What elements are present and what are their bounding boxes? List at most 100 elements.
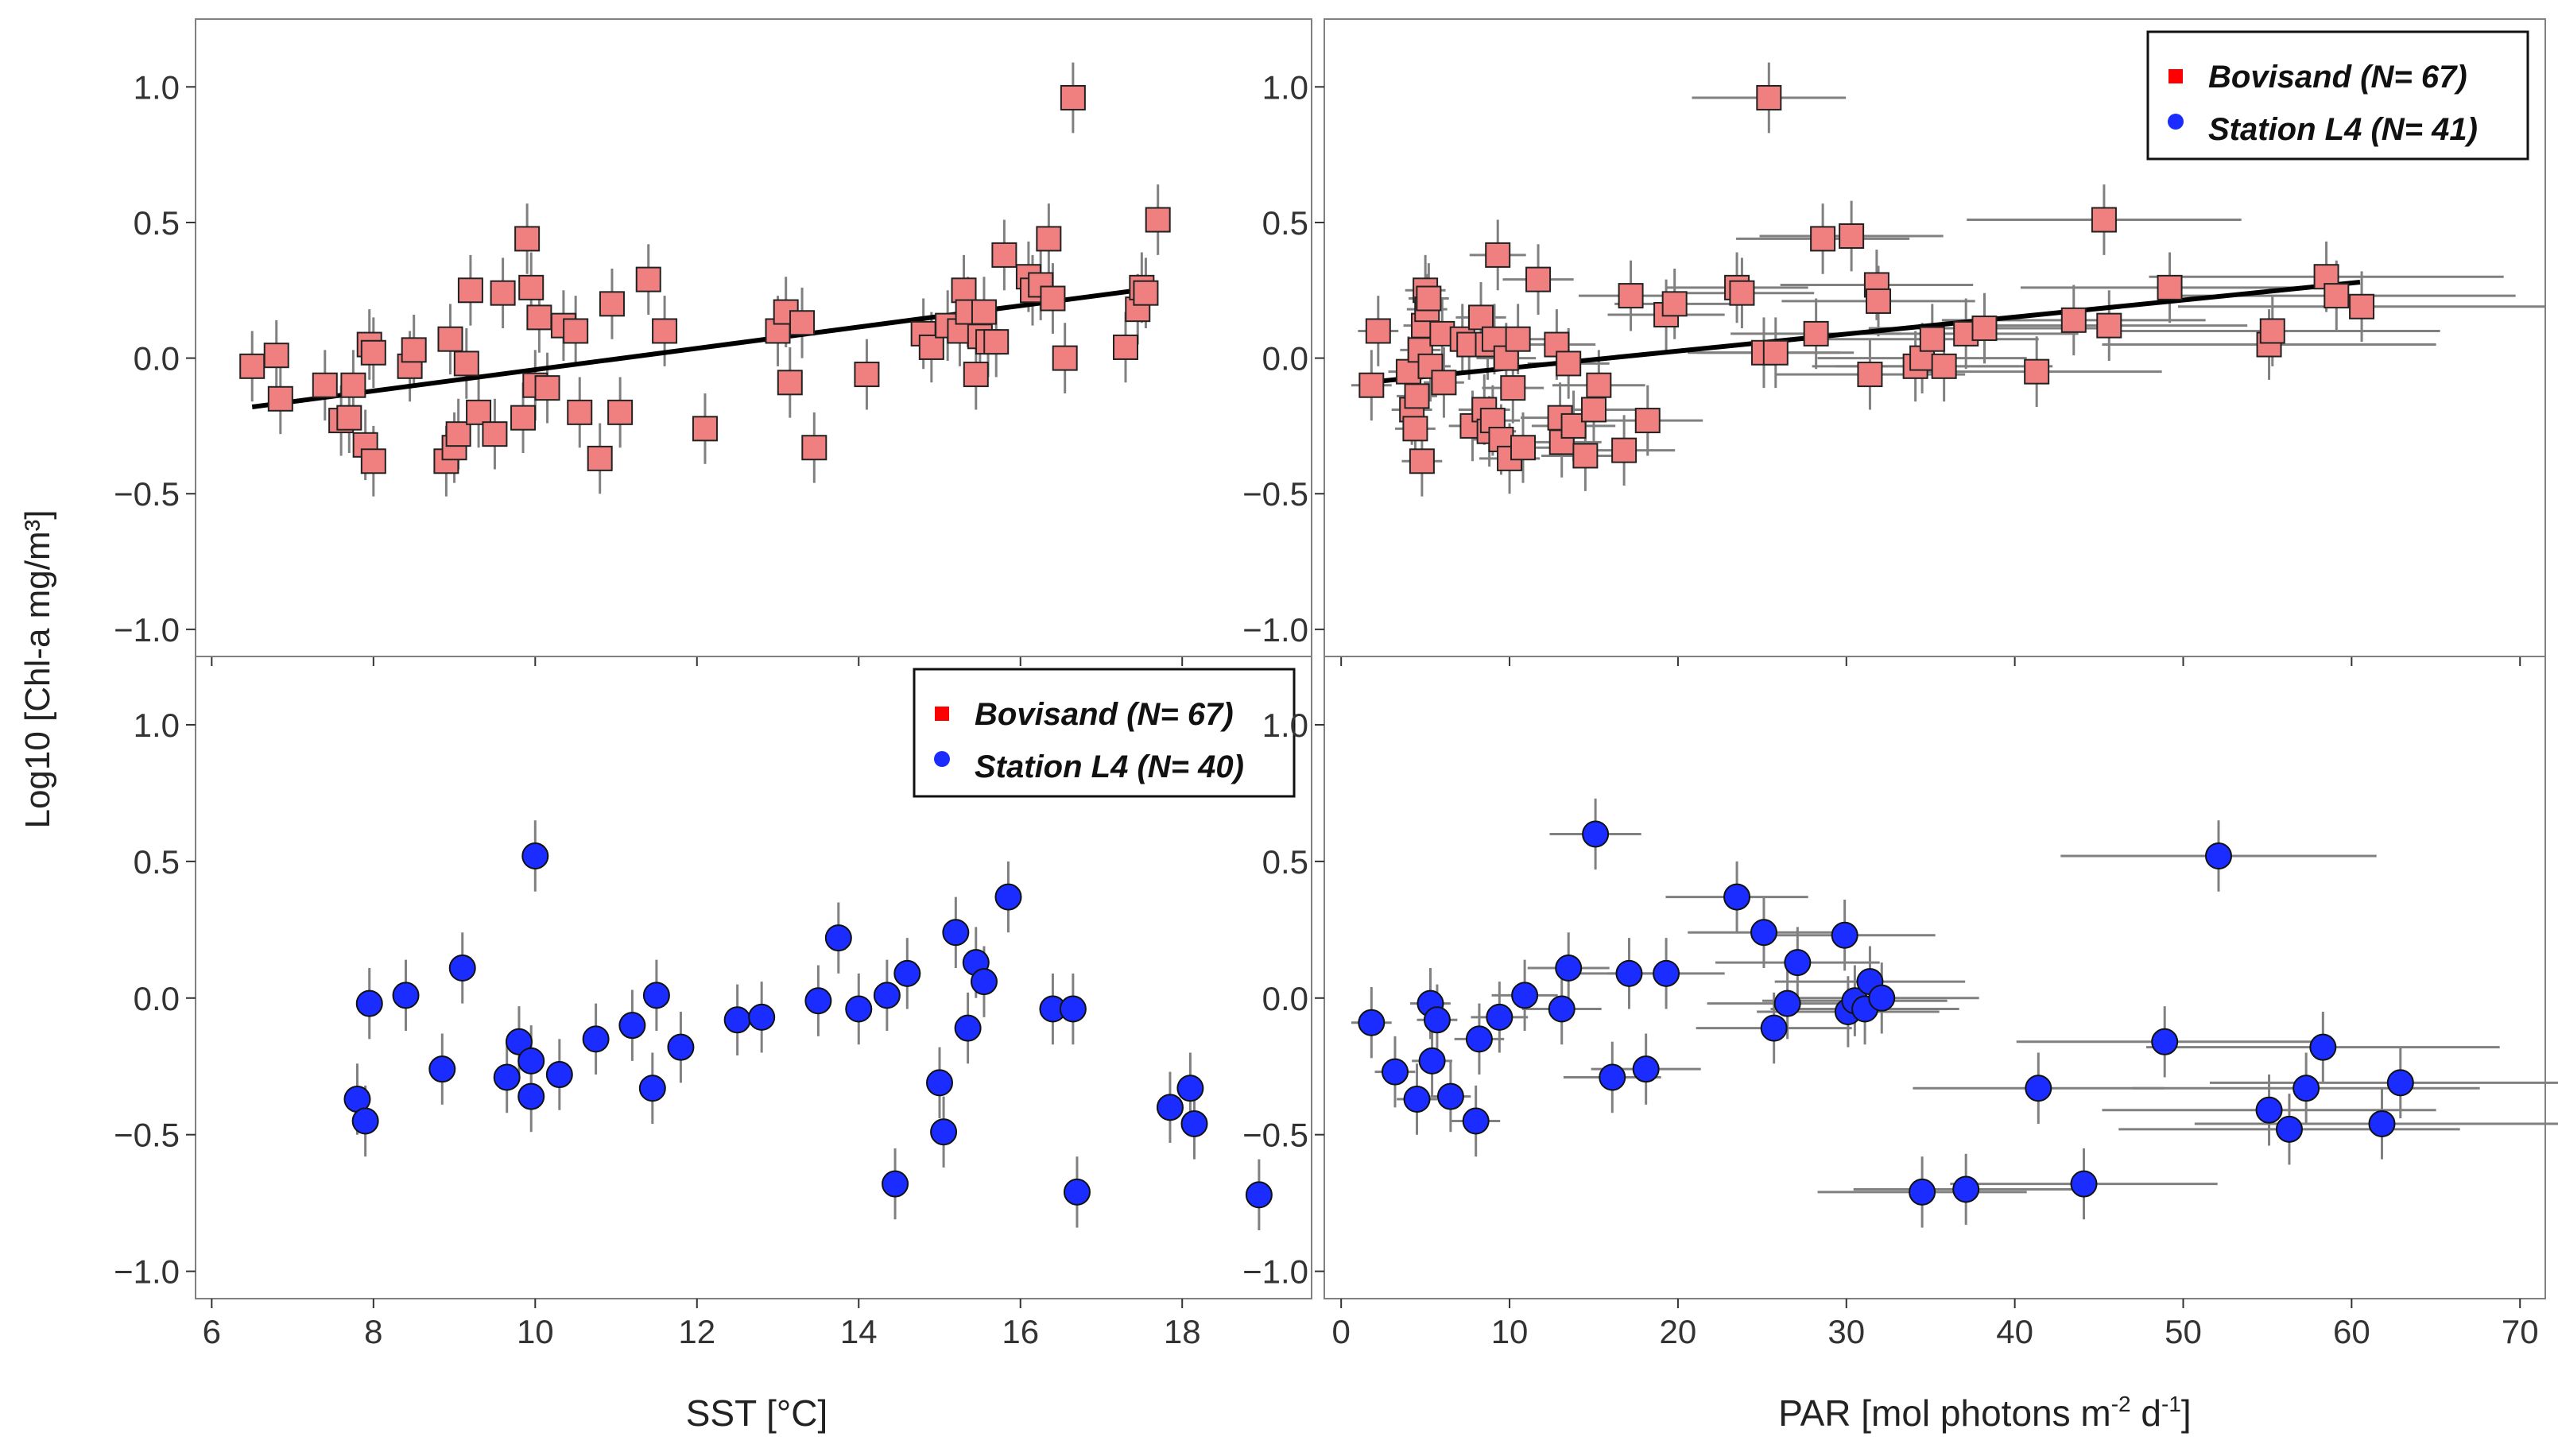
data-point-bovisand <box>437 326 463 352</box>
regression-line <box>251 285 1159 409</box>
data-point-l4 <box>517 1047 545 1075</box>
data-point-bovisand <box>607 399 634 425</box>
data-point-bovisand <box>587 445 613 471</box>
data-point-bovisand <box>518 274 545 300</box>
data-point-l4 <box>1156 1094 1184 1121</box>
data-point-l4 <box>1784 949 1812 977</box>
data-point-bovisand <box>1500 375 1526 401</box>
legend-entry: Station L4 (N= 40) <box>975 749 1244 784</box>
x-axis-label-par-part: ] <box>2181 1392 2192 1434</box>
data-point-bovisand <box>336 405 362 431</box>
data-point-bovisand <box>1580 397 1607 423</box>
y-axis-label: Log10 [Chl-a mg/m³] <box>18 509 57 828</box>
y-tick-label: 0.5 <box>134 204 180 242</box>
data-point-bovisand <box>2259 318 2285 344</box>
data-point-bovisand <box>991 242 1017 268</box>
y-tick-label: 1.0 <box>1262 707 1308 744</box>
data-point-bovisand <box>1661 291 1688 317</box>
y-tick-label: −1.0 <box>1242 611 1308 649</box>
data-point-l4 <box>1555 954 1583 982</box>
data-point-l4 <box>1245 1181 1273 1209</box>
x-tick-label: 20 <box>1660 1313 1697 1350</box>
y-tick-label: −0.5 <box>1242 475 1308 513</box>
data-point-bovisand <box>1611 437 1638 463</box>
data-point-bovisand <box>2060 307 2087 333</box>
legend-marker-l4 <box>934 751 950 767</box>
data-point-l4 <box>930 1118 958 1146</box>
y-tick-label: 1.0 <box>134 707 180 744</box>
data-point-bovisand <box>1803 320 1829 347</box>
panel-top-left-sst-bovisand: −1.0 −0.5 0.0 0.5 1.0 <box>114 18 1312 666</box>
data-point-l4 <box>893 959 921 987</box>
legend-marker-bovisand <box>935 707 949 721</box>
data-point-l4 <box>2275 1115 2303 1143</box>
data-point-bovisand <box>1145 207 1171 233</box>
data-point-l4 <box>1381 1058 1409 1086</box>
data-point-l4 <box>392 982 420 1009</box>
data-point-l4 <box>824 924 852 952</box>
data-point-bovisand <box>514 226 541 252</box>
legend-box <box>2146 30 2529 161</box>
data-point-bovisand <box>1756 84 1782 110</box>
data-point-bovisand <box>2096 312 2122 339</box>
data-point-bovisand <box>1866 288 1892 314</box>
data-point-bovisand <box>2091 207 2117 233</box>
y-tick-label: −0.5 <box>114 475 180 513</box>
y-tick-label: 0.0 <box>134 980 180 1017</box>
x-tick-label: 16 <box>1002 1313 1039 1350</box>
data-point-l4 <box>723 1006 751 1034</box>
x-axis-label-par-sup: -1 <box>2161 1392 2181 1416</box>
data-point-l4 <box>2255 1096 2283 1124</box>
x-tick-label: 0 <box>1332 1313 1351 1350</box>
data-point-bovisand <box>526 304 552 331</box>
data-point-l4 <box>2070 1170 2098 1198</box>
data-point-bovisand <box>789 310 816 336</box>
data-point-l4 <box>2293 1075 2320 1102</box>
data-point-l4 <box>1760 1014 1788 1042</box>
data-point-bovisand <box>2157 274 2183 300</box>
panel-bottom-right-par-l4: −1.0 −0.5 0.0 0.5 1.0 0 10 20 30 40 50 60 70 <box>1242 656 2558 1350</box>
data-point-l4 <box>926 1069 953 1097</box>
data-point-l4 <box>667 1033 695 1061</box>
data-point-bovisand <box>457 277 483 304</box>
data-point-l4 <box>804 987 832 1015</box>
data-point-l4 <box>994 883 1022 911</box>
y-tick-label: −1.0 <box>114 1253 180 1291</box>
plot-frame <box>1324 656 2546 1299</box>
y-tick-label: 0.0 <box>1262 980 1308 1017</box>
data-point-bovisand <box>1971 316 1998 342</box>
data-point-l4 <box>845 995 873 1023</box>
data-point-bovisand <box>453 350 479 377</box>
y-tick-label: −0.5 <box>1242 1117 1308 1154</box>
data-point-l4 <box>1653 959 1680 987</box>
plot-frame <box>195 656 1312 1299</box>
data-point-l4 <box>1952 1175 1980 1203</box>
data-point-l4 <box>2368 1109 2396 1137</box>
data-point-l4 <box>638 1075 666 1102</box>
y-tick-label: 1.0 <box>134 68 180 106</box>
x-tick-label: 30 <box>1827 1313 1865 1350</box>
data-point-bovisand <box>1857 362 1883 388</box>
data-point-bovisand <box>1729 280 1755 306</box>
data-point-l4 <box>1423 1006 1451 1034</box>
data-point-bovisand <box>466 399 492 425</box>
data-point-l4 <box>1465 1025 1493 1053</box>
data-point-bovisand <box>1402 416 1428 442</box>
data-point-l4 <box>505 1028 533 1055</box>
data-point-bovisand <box>1113 334 1138 360</box>
panel-bottom-left-sst-l4: −1.0 −0.5 0.0 0.5 1.0 6 8 10 12 14 16 18 Bovisand (N… <box>114 656 1312 1350</box>
x-tick-label: 12 <box>678 1313 715 1350</box>
data-point-bovisand <box>1416 285 1442 312</box>
x-axis-label-par-sup: -2 <box>2111 1392 2131 1416</box>
data-point-bovisand <box>1133 280 1159 306</box>
data-point-bovisand <box>239 353 265 379</box>
data-point-l4 <box>448 954 476 982</box>
data-point-bovisand <box>1505 326 1531 352</box>
data-point-bovisand <box>2349 293 2375 319</box>
data-point-l4 <box>545 1061 573 1089</box>
x-axis-label-par-part: d <box>2131 1392 2161 1434</box>
y-tick-label: 0.5 <box>134 843 180 881</box>
data-point-bovisand <box>1404 383 1430 409</box>
data-point-bovisand <box>1052 345 1078 371</box>
data-point-bovisand <box>490 280 516 306</box>
